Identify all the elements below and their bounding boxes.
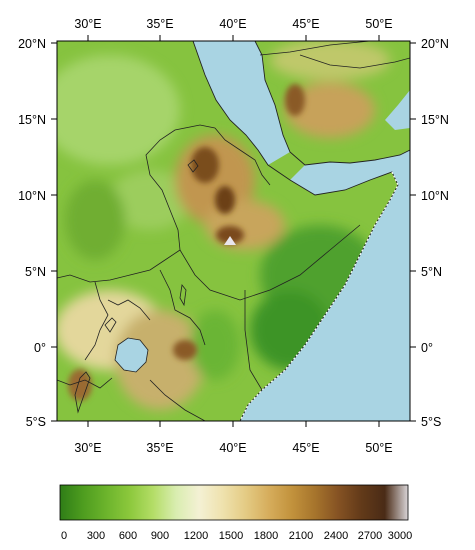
indian-ocean — [240, 150, 410, 421]
tick-marks — [51, 35, 416, 427]
arabian-sea-edge — [385, 90, 410, 130]
lon-label-bottom-35: 35°E — [146, 441, 173, 455]
lake-turkana — [179, 284, 187, 307]
lat-label-left-0: 0° — [34, 341, 46, 355]
colorbar-label-0: 0 — [61, 530, 67, 542]
lat-label-right-15n: 15°N — [421, 113, 449, 127]
lon-label-top-45: 45°E — [292, 17, 319, 31]
colorbar-label-3000: 3000 — [388, 530, 412, 542]
coastline-white — [239, 171, 399, 421]
colorbar-label-300: 300 — [87, 530, 105, 542]
colorbar-label-1200: 1200 — [184, 530, 208, 542]
lat-label-right-10n: 10°N — [421, 189, 449, 203]
lat-label-left-5n: 5°N — [25, 265, 46, 279]
coastline-arabia — [254, 41, 410, 166]
map-area — [57, 41, 410, 421]
highland-peaks — [68, 84, 305, 401]
colorbar-label-2700: 2700 — [358, 530, 382, 542]
colorbar-label-600: 600 — [119, 530, 137, 542]
colorbar-labels: 0 300 600 900 1200 1500 1800 2100 2400 2… — [61, 530, 412, 542]
lat-label-left-10n: 10°N — [18, 189, 46, 203]
colorbar — [59, 484, 409, 521]
lake-albert — [104, 317, 117, 333]
lat-label-right-5n: 5°N — [421, 265, 442, 279]
colorbar-label-2400: 2400 — [324, 530, 348, 542]
lon-label-bottom-40: 40°E — [219, 441, 246, 455]
lake-victoria — [114, 337, 149, 373]
lon-label-bottom-45: 45°E — [292, 441, 319, 455]
lon-label-top-35: 35°E — [146, 17, 173, 31]
lon-label-top-40: 40°E — [219, 17, 246, 31]
lake-tana — [187, 159, 199, 173]
colorbar-label-2100: 2100 — [289, 530, 313, 542]
red-sea — [193, 41, 290, 165]
colorbar-label-1800: 1800 — [254, 530, 278, 542]
lon-label-bottom-50: 50°E — [365, 441, 392, 455]
lon-label-top-50: 50°E — [365, 17, 392, 31]
lake-tanganyika — [74, 371, 91, 414]
lon-label-top-30: 30°E — [74, 17, 101, 31]
lat-label-right-5s: 5°S — [421, 415, 441, 429]
colorbar-label-900: 900 — [151, 530, 169, 542]
lat-label-left-5s: 5°S — [26, 415, 46, 429]
peak-snow — [224, 236, 236, 245]
lat-label-left-15n: 15°N — [18, 113, 46, 127]
lon-label-bottom-30: 30°E — [74, 441, 101, 455]
colorbar-label-1500: 1500 — [219, 530, 243, 542]
lat-label-right-20n: 20°N — [421, 37, 449, 51]
lat-label-left-20n: 20°N — [18, 37, 46, 51]
country-borders — [57, 41, 410, 421]
lat-label-right-0: 0° — [421, 341, 433, 355]
